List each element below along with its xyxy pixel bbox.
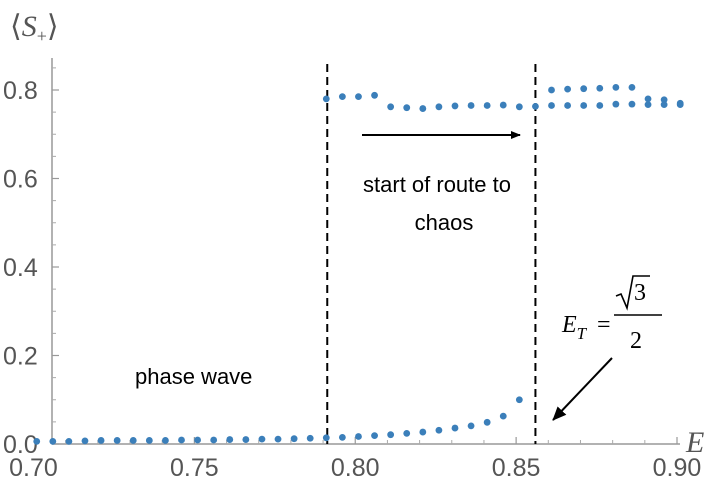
data-point — [596, 102, 604, 109]
data-point — [548, 86, 555, 94]
data-point — [145, 437, 153, 444]
data-point — [515, 103, 523, 111]
data-point — [467, 422, 475, 430]
data-point — [338, 93, 346, 101]
data-point — [483, 102, 491, 109]
data-point — [355, 93, 362, 101]
data-point — [628, 83, 636, 91]
data-point — [532, 102, 539, 110]
et-formula: ET = 3 2 — [561, 275, 662, 354]
data-point — [355, 433, 362, 440]
data-point — [564, 102, 572, 109]
data-point — [194, 436, 201, 444]
data-point — [49, 437, 57, 445]
data-point — [306, 434, 314, 442]
data-point — [660, 101, 668, 109]
data-point — [644, 101, 652, 109]
data-point — [162, 437, 169, 444]
data-point — [660, 96, 668, 104]
phase-wave-label: phase wave — [135, 364, 252, 389]
y-tick-label: 0.6 — [3, 166, 38, 194]
data-point — [322, 434, 330, 442]
y-tick-label: 0.0 — [3, 431, 38, 459]
svg-text:2: 2 — [630, 328, 642, 354]
route-label-line2: chaos — [415, 210, 474, 235]
route-label-line1: start of route to — [363, 172, 511, 197]
data-point — [242, 436, 250, 443]
tick-labels: 0.70 0.75 0.80 0.85 0.90 0.0 0.2 0.4 0.6 0.8 — [3, 77, 701, 482]
data-point — [226, 436, 234, 443]
data-point — [612, 100, 620, 108]
data-point — [676, 99, 684, 107]
data-point — [451, 102, 459, 110]
data-point — [403, 104, 411, 112]
x-axis-label: E — [685, 426, 704, 459]
data-point — [33, 437, 41, 445]
x-tick-label: 0.75 — [170, 454, 219, 482]
y-axis-label: ⟨S+⟩ — [10, 10, 59, 46]
data-point — [435, 103, 443, 111]
data-point — [65, 437, 73, 445]
data-points — [33, 83, 684, 445]
data-point — [499, 101, 507, 109]
data-point — [129, 437, 137, 444]
data-point — [467, 102, 475, 109]
data-point — [515, 396, 523, 404]
et-arrow — [552, 357, 613, 421]
data-point — [290, 435, 298, 443]
data-point — [387, 103, 395, 111]
data-point — [612, 83, 620, 91]
data-point — [371, 432, 378, 439]
data-point — [81, 437, 89, 445]
sqrt-sign — [615, 275, 650, 311]
data-point — [387, 431, 395, 439]
x-tick-label: 0.90 — [653, 454, 702, 482]
data-point — [178, 436, 185, 444]
data-point — [580, 85, 588, 93]
data-point — [113, 437, 121, 444]
data-point — [258, 435, 266, 443]
data-point — [274, 435, 282, 443]
data-point — [564, 85, 572, 93]
data-point — [644, 95, 652, 103]
data-point — [483, 418, 491, 426]
data-point — [451, 424, 459, 432]
data-point — [548, 102, 555, 109]
y-tick-label: 0.8 — [3, 77, 38, 105]
data-point — [97, 437, 105, 444]
data-point — [419, 105, 427, 112]
y-tick-label: 0.4 — [3, 254, 38, 282]
data-point — [419, 428, 427, 436]
axis-ticks — [52, 67, 678, 445]
x-tick-label: 0.70 — [9, 454, 58, 482]
data-point — [210, 436, 218, 444]
svg-text:ET: ET — [561, 312, 588, 343]
data-point — [371, 91, 378, 99]
svg-text:=: = — [597, 312, 611, 338]
svg-text:3: 3 — [634, 280, 646, 306]
data-point — [499, 412, 507, 420]
dashed-lines — [326, 64, 537, 444]
data-point — [435, 426, 443, 434]
data-point — [322, 95, 330, 103]
x-tick-label: 0.85 — [492, 454, 541, 482]
data-point — [628, 100, 636, 108]
data-point — [596, 84, 604, 92]
data-point — [403, 429, 411, 437]
y-tick-label: 0.2 — [3, 343, 38, 371]
data-point — [580, 102, 588, 109]
x-tick-label: 0.80 — [331, 454, 380, 482]
data-point — [338, 433, 346, 441]
